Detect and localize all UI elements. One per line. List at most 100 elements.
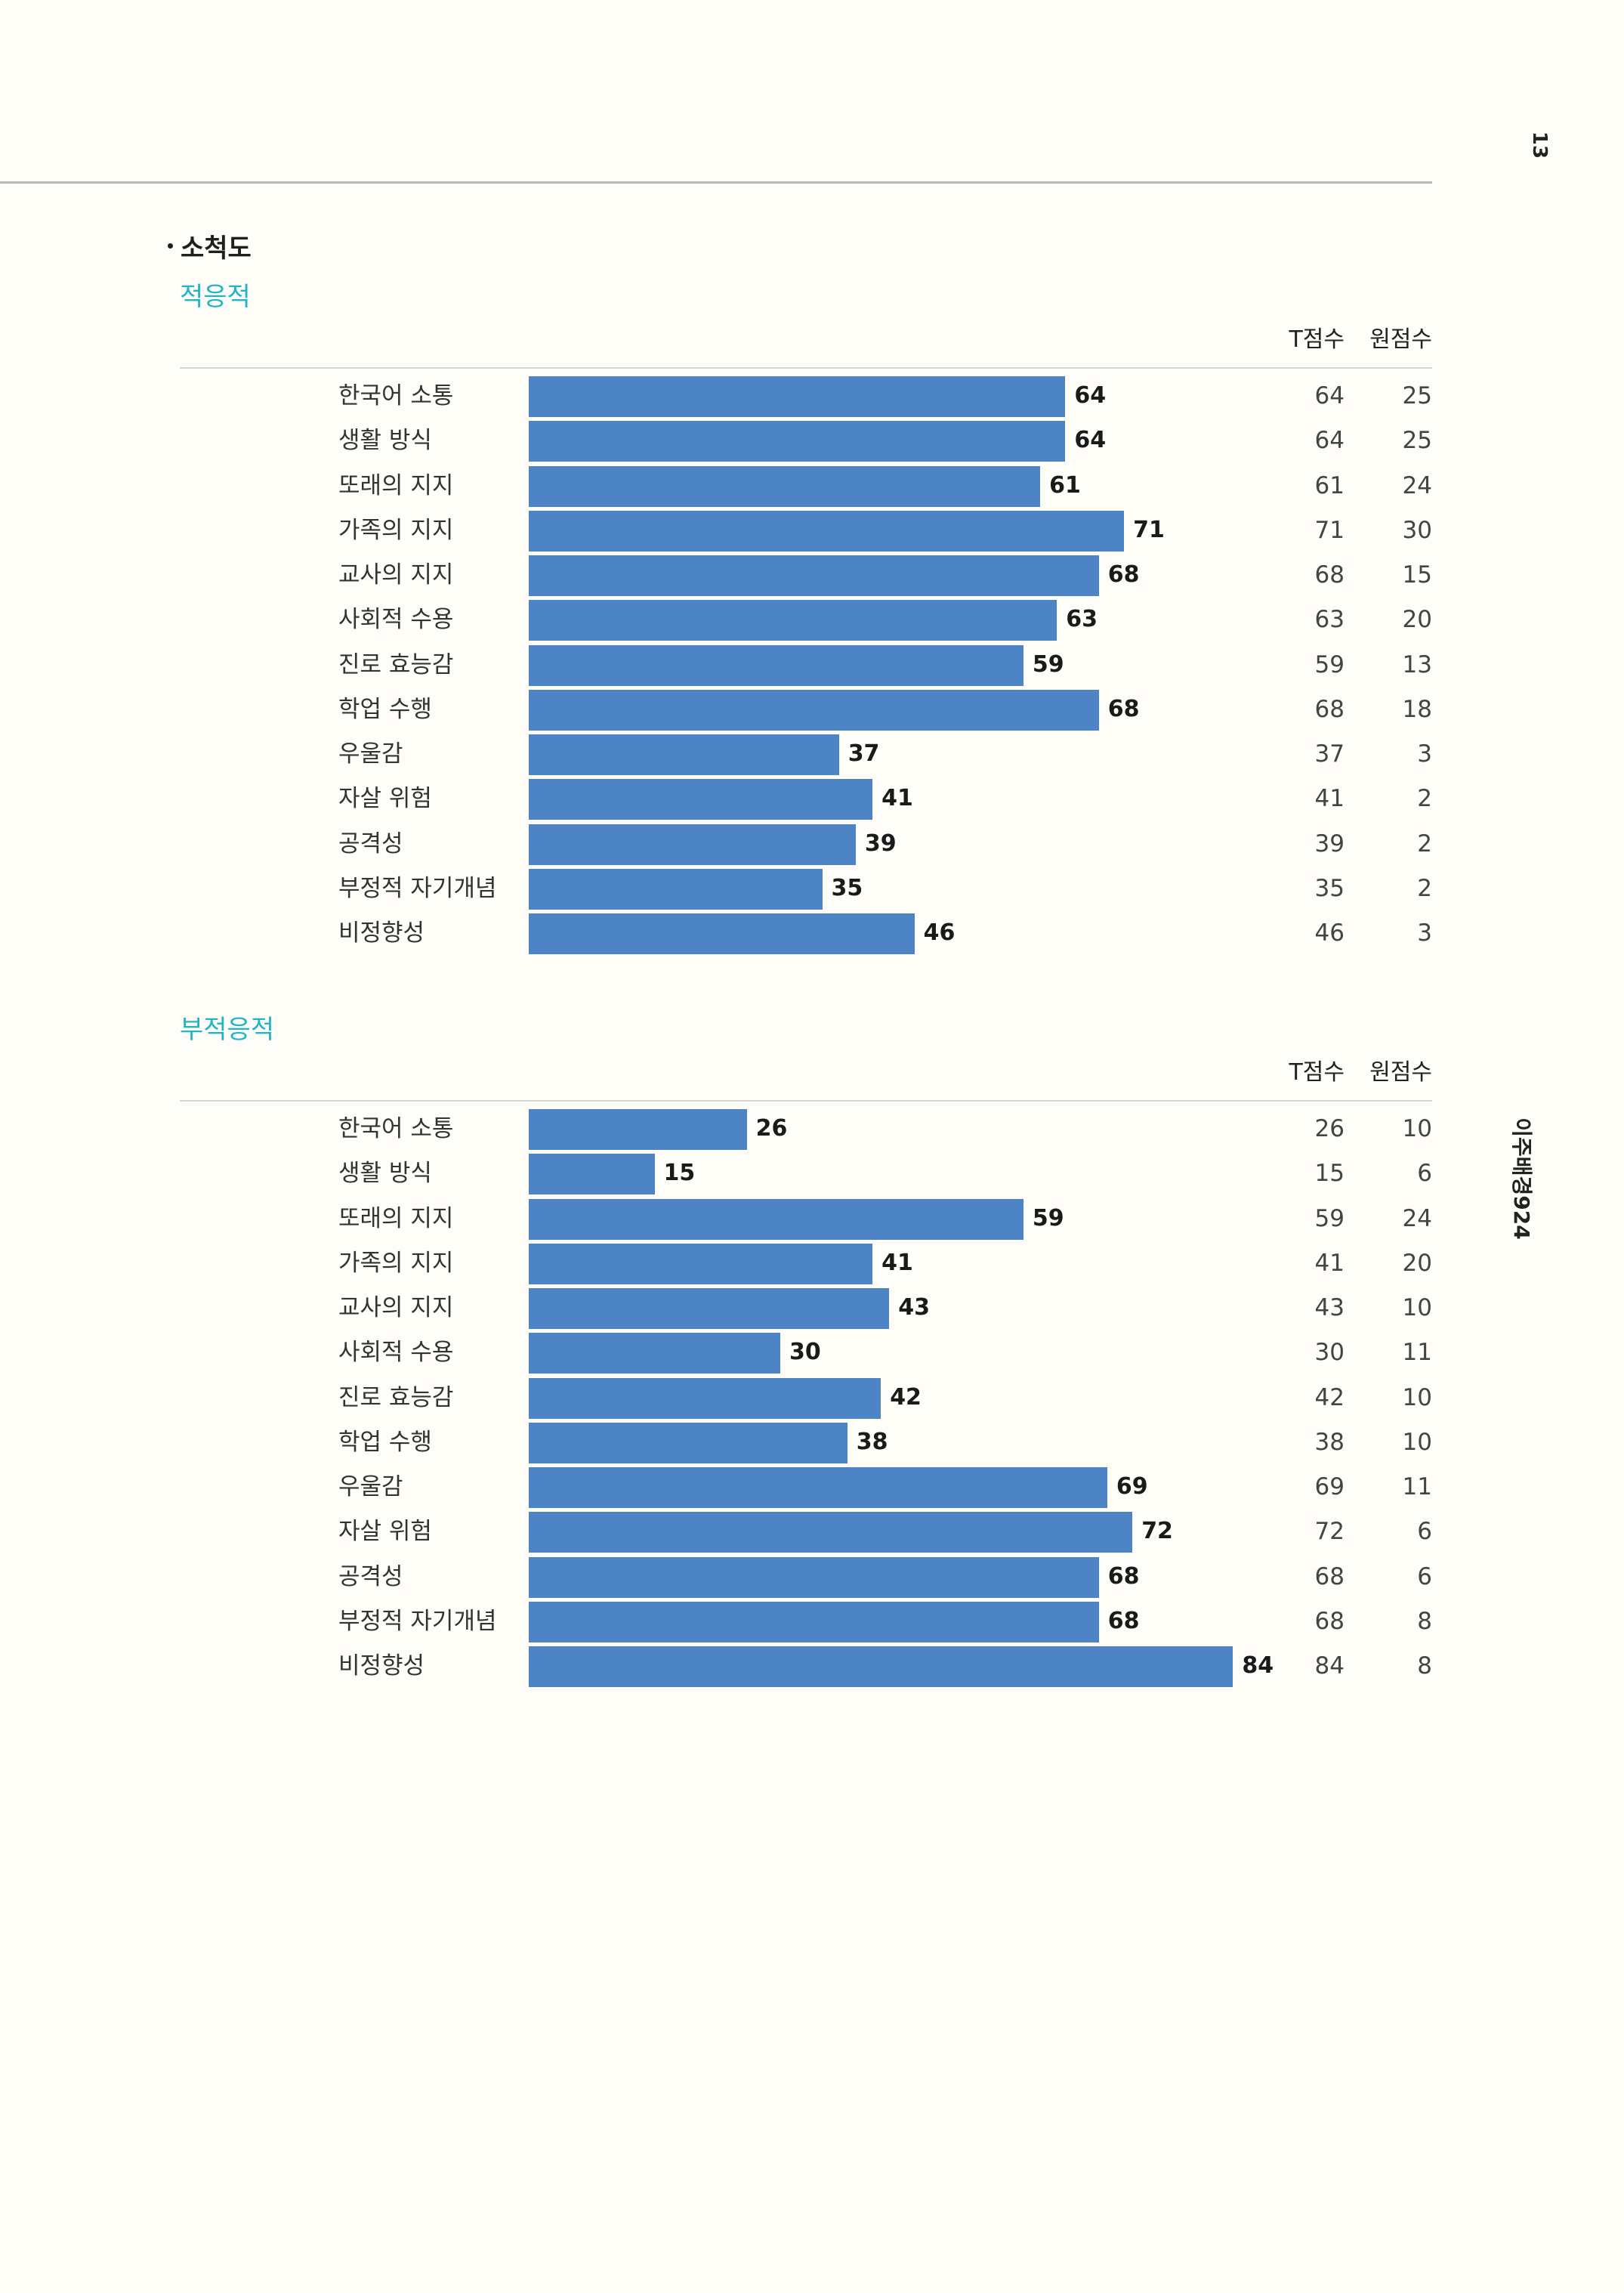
- category-label: 공격성: [338, 1562, 403, 1590]
- bar-value-label: 59: [1032, 651, 1064, 678]
- category-label: 생활 방식: [338, 1160, 432, 1188]
- bar-value-label: 68: [1107, 561, 1140, 588]
- bar-row: 또래의 지지 61 61 24: [0, 465, 1624, 510]
- t-score-value: 68: [1314, 561, 1345, 589]
- t-score-value: 41: [1314, 785, 1345, 813]
- t-score-value: 41: [1314, 1249, 1345, 1277]
- bar-row: 가족의 지지 41 41 20: [0, 1242, 1624, 1287]
- t-score-value: 15: [1314, 1160, 1345, 1188]
- category-label: 교사의 지지: [338, 1294, 454, 1321]
- bar-row: 한국어 소통 64 64 25: [0, 375, 1624, 420]
- raw-score-value: 6: [1417, 1518, 1432, 1546]
- bar-row: 우울감 37 37 3: [0, 733, 1624, 778]
- bar: [529, 1422, 848, 1463]
- bar-row: 교사의 지지 68 68 15: [0, 554, 1624, 599]
- section-heading: 소척도: [168, 227, 252, 264]
- raw-score-value: 20: [1402, 1249, 1432, 1277]
- raw-score-value: 13: [1402, 651, 1432, 678]
- bar: [529, 779, 873, 820]
- bar: [529, 734, 839, 775]
- bar-value-label: 72: [1141, 1518, 1173, 1545]
- raw-score-value: 8: [1417, 1607, 1432, 1635]
- bar-row: 부정적 자기개념 35 35 2: [0, 867, 1624, 913]
- bar: [529, 1646, 1233, 1687]
- maladaptive-panel: 부적응적 T점수 원점수 한국어 소통 26 26 10 생활 방식 15 15 6 또래의 지…: [0, 1011, 1624, 1691]
- bar-value-label: 68: [1107, 695, 1140, 722]
- category-label: 또래의 지지: [338, 1204, 454, 1232]
- raw-score-value: 2: [1417, 874, 1432, 902]
- category-label: 사회적 수용: [338, 1339, 454, 1367]
- bar-row: 공격성 39 39 2: [0, 823, 1624, 868]
- bar-value-label: 59: [1032, 1204, 1064, 1231]
- bar-row: 한국어 소통 26 26 10: [0, 1108, 1624, 1153]
- bar-value-label: 84: [1242, 1652, 1274, 1679]
- category-label: 또래의 지지: [338, 471, 454, 499]
- bar-value-label: 68: [1107, 1562, 1140, 1590]
- bar-row: 생활 방식 15 15 6: [0, 1152, 1624, 1197]
- section-heading-text: 소척도: [181, 233, 252, 264]
- bar-row: 진로 효능감 42 42 10: [0, 1377, 1624, 1422]
- bar-row: 교사의 지지 43 43 10: [0, 1287, 1624, 1332]
- bar-value-label: 38: [856, 1428, 888, 1455]
- bar: [529, 868, 823, 910]
- panel-rule: [180, 367, 1432, 369]
- bar-value-label: 39: [864, 830, 897, 857]
- bar: [529, 465, 1041, 507]
- bar: [529, 824, 856, 865]
- category-label: 공격성: [338, 830, 403, 858]
- bar-value-label: 30: [789, 1339, 821, 1366]
- category-label: 우울감: [338, 740, 403, 768]
- bar-row: 가족의 지지 71 71 30: [0, 509, 1624, 555]
- bar-row: 공격성 68 68 6: [0, 1556, 1624, 1601]
- bar-row: 진로 효능감 59 59 13: [0, 644, 1624, 689]
- panel-title: 적응적: [180, 282, 251, 312]
- bar: [529, 1288, 890, 1329]
- raw-score-value: 11: [1402, 1473, 1432, 1500]
- bar-row: 학업 수행 38 38 10: [0, 1421, 1624, 1466]
- t-score-header: T점수: [1289, 1059, 1345, 1086]
- bar-value-label: 37: [848, 740, 880, 767]
- bar-row: 자살 위험 41 41 2: [0, 777, 1624, 823]
- t-score-value: 84: [1314, 1652, 1345, 1680]
- t-score-value: 68: [1314, 1562, 1345, 1590]
- t-score-value: 69: [1314, 1473, 1345, 1500]
- t-score-value: 64: [1314, 382, 1345, 409]
- bar-row: 부정적 자기개념 68 68 8: [0, 1600, 1624, 1646]
- bar-value-label: 46: [923, 919, 956, 946]
- raw-score-value: 2: [1417, 785, 1432, 813]
- bar: [529, 1556, 1099, 1598]
- raw-score-value: 25: [1402, 382, 1432, 409]
- bar: [529, 1333, 780, 1374]
- t-score-value: 42: [1314, 1383, 1345, 1411]
- bar-value-label: 41: [881, 1249, 913, 1276]
- t-score-value: 43: [1314, 1294, 1345, 1321]
- bar-value-label: 35: [831, 874, 863, 901]
- category-label: 교사의 지지: [338, 561, 454, 589]
- bar-row: 우울감 69 69 11: [0, 1466, 1624, 1511]
- bar-value-label: 26: [755, 1115, 788, 1142]
- panel-title: 부적응적: [180, 1015, 275, 1045]
- top-rule: [0, 181, 1432, 184]
- bar-row: 비정향성 46 46 3: [0, 912, 1624, 957]
- category-label: 학업 수행: [338, 695, 432, 723]
- t-score-value: 38: [1314, 1428, 1345, 1456]
- raw-score-value: 20: [1402, 606, 1432, 634]
- t-score-value: 72: [1314, 1518, 1345, 1546]
- raw-score-value: 10: [1402, 1294, 1432, 1321]
- bar-value-label: 63: [1066, 606, 1098, 633]
- bar: [529, 1109, 747, 1150]
- page-number: 13: [1528, 131, 1551, 159]
- bar-value-label: 42: [890, 1383, 922, 1411]
- raw-score-value: 24: [1402, 1204, 1432, 1232]
- bar-value-label: 61: [1049, 471, 1081, 499]
- bar-value-label: 71: [1133, 516, 1165, 543]
- bar: [529, 1243, 873, 1284]
- t-score-value: 35: [1314, 874, 1345, 902]
- bar: [529, 376, 1066, 417]
- bar: [529, 421, 1066, 462]
- raw-score-value: 3: [1417, 740, 1432, 768]
- category-label: 비정향성: [338, 1652, 425, 1680]
- t-score-value: 64: [1314, 427, 1345, 455]
- raw-score-value: 15: [1402, 561, 1432, 589]
- raw-score-value: 10: [1402, 1383, 1432, 1411]
